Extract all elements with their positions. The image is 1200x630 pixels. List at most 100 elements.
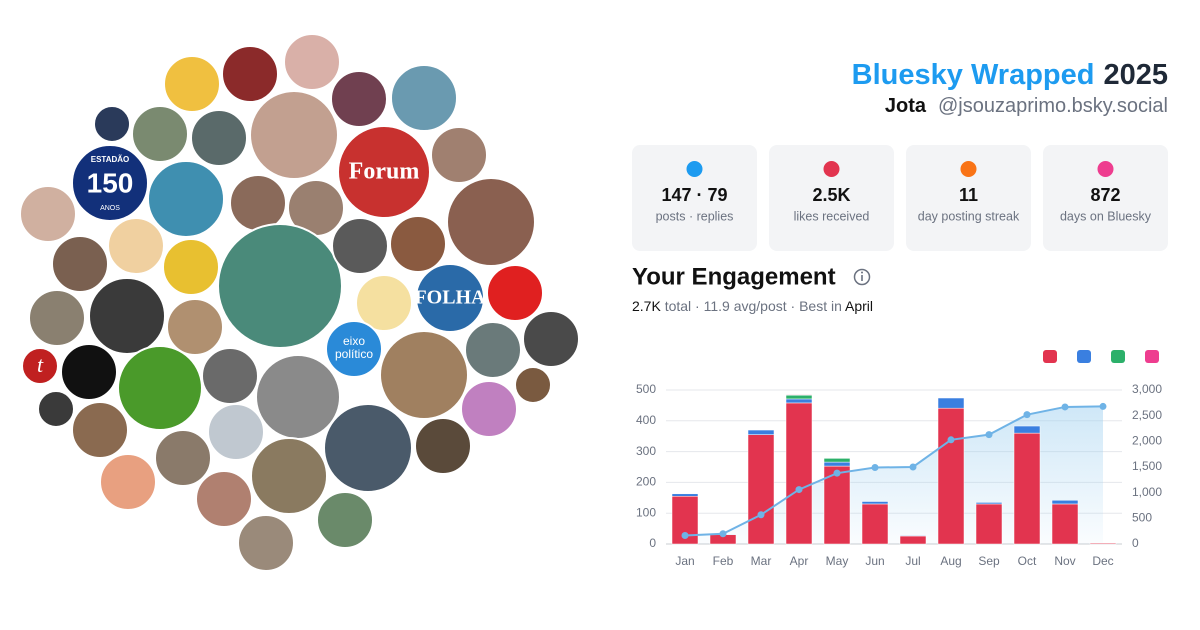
y2-tick-label: 3,000: [1132, 382, 1162, 396]
avatar: [51, 235, 109, 293]
identity: Jota @jsouzaprimo.bsky.social: [885, 95, 1168, 117]
x-tick-label: Nov: [1054, 554, 1075, 568]
legend-icon: [1077, 350, 1091, 363]
line-point: [833, 469, 841, 477]
line-point: [1099, 402, 1107, 410]
y2-tick-label: 0: [1132, 536, 1139, 550]
stat-value: 2.5K: [812, 185, 850, 205]
stat-card: [1043, 145, 1168, 251]
x-tick-label: Jan: [675, 554, 694, 568]
avatar: [207, 403, 265, 461]
avatar: [60, 343, 118, 401]
bar-segment: [899, 535, 927, 545]
y2-tick-label: 1,000: [1132, 485, 1162, 499]
avatar: [88, 277, 166, 355]
avatar: [316, 491, 374, 549]
bar-segment: [937, 407, 965, 545]
y2-tick-label: 2,000: [1132, 434, 1162, 448]
y-tick-label: 200: [636, 475, 656, 489]
display-name: Jota: [885, 95, 927, 117]
stat-card: [769, 145, 894, 251]
avatar: [389, 215, 447, 273]
x-tick-label: Oct: [1018, 554, 1037, 568]
bar-segment: [975, 502, 1003, 505]
chart: 0 100 200 300 400 500 0 500 1,000 1,500 2,000 2,500…: [636, 350, 1162, 568]
avatar: [415, 263, 485, 333]
title-year: 2025: [1103, 59, 1168, 91]
y2-tick-label: 1,500: [1132, 459, 1162, 473]
stat-icon: [1097, 161, 1114, 177]
avatar: [514, 366, 552, 404]
avatar-logo-text: ANOS: [100, 205, 120, 212]
legend-icon: [1111, 350, 1125, 363]
line-point: [795, 486, 803, 494]
line-point: [871, 464, 879, 472]
x-tick-label: Dec: [1092, 554, 1113, 568]
total: 2.7K: [632, 298, 661, 314]
avatar: [19, 185, 77, 243]
x-tick-label: Aug: [940, 554, 961, 568]
avatar: [147, 160, 225, 238]
stat-label: likes received: [794, 209, 870, 223]
avatar: [195, 470, 253, 528]
bar-segment: [1013, 425, 1041, 434]
line-point: [947, 436, 955, 444]
bar-segment: [975, 503, 1003, 545]
avatar: [390, 64, 458, 132]
stat-card: [906, 145, 1031, 251]
avatar: [131, 105, 189, 163]
avatar: [107, 217, 165, 275]
stat-value: 147 · 79: [661, 185, 727, 205]
y-tick-label: 100: [636, 505, 656, 519]
line-point: [985, 431, 993, 439]
avatar-logo-text: ESTADÃO: [91, 155, 130, 164]
avatar: [460, 380, 518, 438]
stats-row: 147 · 79 posts · replies 2.5K likes receive…: [632, 145, 1168, 251]
avatar: [283, 33, 341, 91]
avatar: [71, 401, 129, 459]
line-point: [719, 530, 727, 538]
avatar: [414, 417, 472, 475]
avatar: [166, 298, 224, 356]
stat-card: [632, 145, 757, 251]
bar-segment: [899, 535, 927, 537]
avatar: [37, 390, 75, 428]
avatar-logo-text: Forum: [349, 159, 420, 185]
line-point: [909, 463, 917, 471]
avatar: [325, 320, 383, 378]
avatar-logo-text: t: [37, 352, 44, 377]
section-heading: Your Engagement: [632, 263, 836, 290]
stat-value: 872: [1090, 185, 1120, 205]
x-tick-label: Feb: [713, 554, 734, 568]
bar-segment: [937, 397, 965, 409]
handle: @jsouzaprimo.bsky.social: [938, 95, 1168, 117]
avatar: [446, 177, 536, 267]
stat-label: posts · replies: [656, 209, 734, 223]
avatar: [250, 437, 328, 515]
x-tick-label: Sep: [978, 554, 1000, 568]
x-tick-label: May: [826, 554, 849, 568]
avatar: [99, 453, 157, 511]
y2-tick-label: 2,500: [1132, 408, 1162, 422]
bar-segment: [1089, 542, 1117, 545]
bar-segment: [861, 501, 889, 505]
line: [684, 405, 1104, 537]
avatar: [464, 321, 522, 379]
avatar: [331, 217, 389, 275]
x-tick-label: Jul: [905, 554, 920, 568]
bar-segment: [823, 461, 851, 467]
avatar: [330, 70, 388, 128]
y-tick-label: 500: [636, 382, 656, 396]
y2-tick-label: 500: [1132, 511, 1152, 525]
bar-segment: [785, 398, 813, 404]
bar-segment: [785, 402, 813, 545]
avatar: [190, 109, 248, 167]
avatar: [154, 429, 212, 487]
stat-icon: [686, 161, 703, 177]
avatar: [163, 55, 221, 113]
legend-icon: [1145, 350, 1159, 363]
bar-segment: [1051, 500, 1079, 505]
